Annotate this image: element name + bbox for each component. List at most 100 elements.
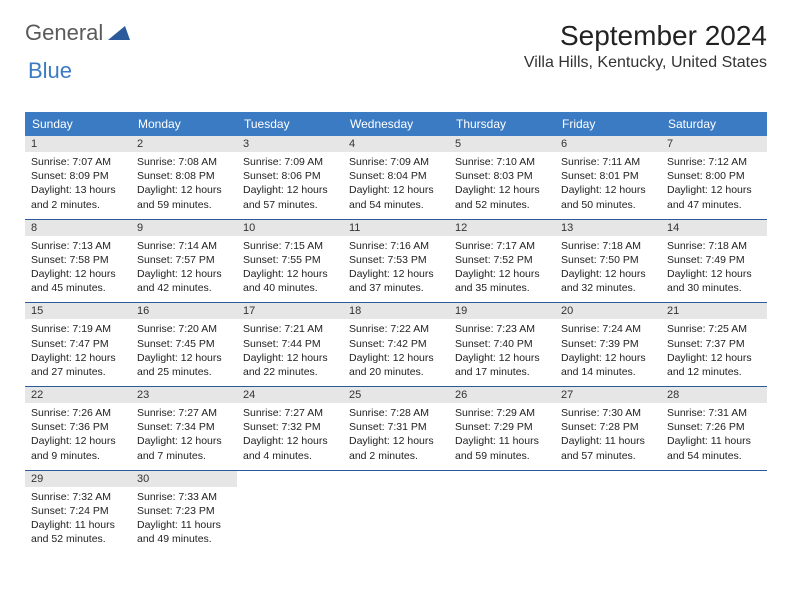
week-row: Sunrise: 7:19 AMSunset: 7:47 PMDaylight:… xyxy=(25,319,767,387)
calendar-cell: Sunrise: 7:11 AMSunset: 8:01 PMDaylight:… xyxy=(555,152,661,219)
day-number: 8 xyxy=(25,220,131,236)
sunrise-text: Sunrise: 7:13 AM xyxy=(31,239,125,253)
day-number: 30 xyxy=(131,471,237,487)
daylight-text: Daylight: 12 hours and 37 minutes. xyxy=(349,267,443,295)
daylight-text: Daylight: 12 hours and 52 minutes. xyxy=(455,183,549,211)
calendar-cell: Sunrise: 7:23 AMSunset: 7:40 PMDaylight:… xyxy=(449,319,555,386)
day-number-row: 15161718192021 xyxy=(25,303,767,319)
daylight-text: Daylight: 12 hours and 32 minutes. xyxy=(561,267,655,295)
calendar-cell: Sunrise: 7:10 AMSunset: 8:03 PMDaylight:… xyxy=(449,152,555,219)
calendar-cell xyxy=(661,487,767,554)
day-number: 21 xyxy=(661,303,767,319)
daylight-text: Daylight: 12 hours and 30 minutes. xyxy=(667,267,761,295)
sunrise-text: Sunrise: 7:33 AM xyxy=(137,490,231,504)
calendar-cell: Sunrise: 7:30 AMSunset: 7:28 PMDaylight:… xyxy=(555,403,661,470)
daylight-text: Daylight: 11 hours and 59 minutes. xyxy=(455,434,549,462)
daylight-text: Daylight: 12 hours and 12 minutes. xyxy=(667,351,761,379)
day-number xyxy=(343,471,449,487)
sunrise-text: Sunrise: 7:30 AM xyxy=(561,406,655,420)
day-number: 5 xyxy=(449,136,555,152)
calendar-cell: Sunrise: 7:27 AMSunset: 7:34 PMDaylight:… xyxy=(131,403,237,470)
day-number: 14 xyxy=(661,220,767,236)
day-number: 16 xyxy=(131,303,237,319)
daylight-text: Daylight: 12 hours and 35 minutes. xyxy=(455,267,549,295)
calendar-cell: Sunrise: 7:22 AMSunset: 7:42 PMDaylight:… xyxy=(343,319,449,386)
logo-text-general: General xyxy=(25,20,103,46)
calendar: Sunday Monday Tuesday Wednesday Thursday… xyxy=(25,112,767,553)
sunset-text: Sunset: 7:47 PM xyxy=(31,337,125,351)
month-title: September 2024 xyxy=(524,20,767,52)
daylight-text: Daylight: 12 hours and 45 minutes. xyxy=(31,267,125,295)
sunrise-text: Sunrise: 7:24 AM xyxy=(561,322,655,336)
sunset-text: Sunset: 8:09 PM xyxy=(31,169,125,183)
sunset-text: Sunset: 7:29 PM xyxy=(455,420,549,434)
day-number: 17 xyxy=(237,303,343,319)
week-row: Sunrise: 7:26 AMSunset: 7:36 PMDaylight:… xyxy=(25,403,767,471)
calendar-cell: Sunrise: 7:09 AMSunset: 8:06 PMDaylight:… xyxy=(237,152,343,219)
daylight-text: Daylight: 11 hours and 49 minutes. xyxy=(137,518,231,546)
sunrise-text: Sunrise: 7:18 AM xyxy=(561,239,655,253)
sunset-text: Sunset: 7:45 PM xyxy=(137,337,231,351)
sunset-text: Sunset: 8:00 PM xyxy=(667,169,761,183)
daylight-text: Daylight: 12 hours and 59 minutes. xyxy=(137,183,231,211)
day-number: 22 xyxy=(25,387,131,403)
day-number-row: 2930 xyxy=(25,471,767,487)
daylight-text: Daylight: 12 hours and 9 minutes. xyxy=(31,434,125,462)
day-number: 4 xyxy=(343,136,449,152)
day-number: 10 xyxy=(237,220,343,236)
day-number xyxy=(555,471,661,487)
logo: General xyxy=(25,20,132,46)
day-number: 3 xyxy=(237,136,343,152)
sunrise-text: Sunrise: 7:25 AM xyxy=(667,322,761,336)
calendar-cell: Sunrise: 7:21 AMSunset: 7:44 PMDaylight:… xyxy=(237,319,343,386)
day-number: 12 xyxy=(449,220,555,236)
sunset-text: Sunset: 7:23 PM xyxy=(137,504,231,518)
sunset-text: Sunset: 7:31 PM xyxy=(349,420,443,434)
sunrise-text: Sunrise: 7:23 AM xyxy=(455,322,549,336)
sunset-text: Sunset: 7:53 PM xyxy=(349,253,443,267)
day-header: Tuesday xyxy=(237,112,343,136)
calendar-cell: Sunrise: 7:13 AMSunset: 7:58 PMDaylight:… xyxy=(25,236,131,303)
sunset-text: Sunset: 7:50 PM xyxy=(561,253,655,267)
daylight-text: Daylight: 12 hours and 47 minutes. xyxy=(667,183,761,211)
day-header: Saturday xyxy=(661,112,767,136)
calendar-cell: Sunrise: 7:16 AMSunset: 7:53 PMDaylight:… xyxy=(343,236,449,303)
day-number: 11 xyxy=(343,220,449,236)
sunrise-text: Sunrise: 7:21 AM xyxy=(243,322,337,336)
sunrise-text: Sunrise: 7:07 AM xyxy=(31,155,125,169)
daylight-text: Daylight: 12 hours and 14 minutes. xyxy=(561,351,655,379)
day-header: Wednesday xyxy=(343,112,449,136)
sunrise-text: Sunrise: 7:31 AM xyxy=(667,406,761,420)
sunrise-text: Sunrise: 7:32 AM xyxy=(31,490,125,504)
calendar-cell: Sunrise: 7:29 AMSunset: 7:29 PMDaylight:… xyxy=(449,403,555,470)
calendar-cell: Sunrise: 7:09 AMSunset: 8:04 PMDaylight:… xyxy=(343,152,449,219)
sunrise-text: Sunrise: 7:18 AM xyxy=(667,239,761,253)
day-number-row: 1234567 xyxy=(25,136,767,152)
sunrise-text: Sunrise: 7:08 AM xyxy=(137,155,231,169)
day-number xyxy=(449,471,555,487)
calendar-cell: Sunrise: 7:12 AMSunset: 8:00 PMDaylight:… xyxy=(661,152,767,219)
daylight-text: Daylight: 11 hours and 57 minutes. xyxy=(561,434,655,462)
daylight-text: Daylight: 12 hours and 22 minutes. xyxy=(243,351,337,379)
sunrise-text: Sunrise: 7:27 AM xyxy=(137,406,231,420)
sunset-text: Sunset: 7:57 PM xyxy=(137,253,231,267)
day-number-row: 22232425262728 xyxy=(25,387,767,403)
week-row: Sunrise: 7:13 AMSunset: 7:58 PMDaylight:… xyxy=(25,236,767,304)
day-header: Monday xyxy=(131,112,237,136)
sunset-text: Sunset: 7:32 PM xyxy=(243,420,337,434)
day-number: 9 xyxy=(131,220,237,236)
sunset-text: Sunset: 7:28 PM xyxy=(561,420,655,434)
calendar-cell: Sunrise: 7:32 AMSunset: 7:24 PMDaylight:… xyxy=(25,487,131,554)
day-header: Thursday xyxy=(449,112,555,136)
day-number: 27 xyxy=(555,387,661,403)
sunrise-text: Sunrise: 7:15 AM xyxy=(243,239,337,253)
calendar-cell: Sunrise: 7:25 AMSunset: 7:37 PMDaylight:… xyxy=(661,319,767,386)
daylight-text: Daylight: 12 hours and 2 minutes. xyxy=(349,434,443,462)
sunrise-text: Sunrise: 7:10 AM xyxy=(455,155,549,169)
day-number: 19 xyxy=(449,303,555,319)
sunrise-text: Sunrise: 7:27 AM xyxy=(243,406,337,420)
sunrise-text: Sunrise: 7:09 AM xyxy=(349,155,443,169)
daylight-text: Daylight: 13 hours and 2 minutes. xyxy=(31,183,125,211)
sunset-text: Sunset: 8:08 PM xyxy=(137,169,231,183)
sunset-text: Sunset: 8:01 PM xyxy=(561,169,655,183)
